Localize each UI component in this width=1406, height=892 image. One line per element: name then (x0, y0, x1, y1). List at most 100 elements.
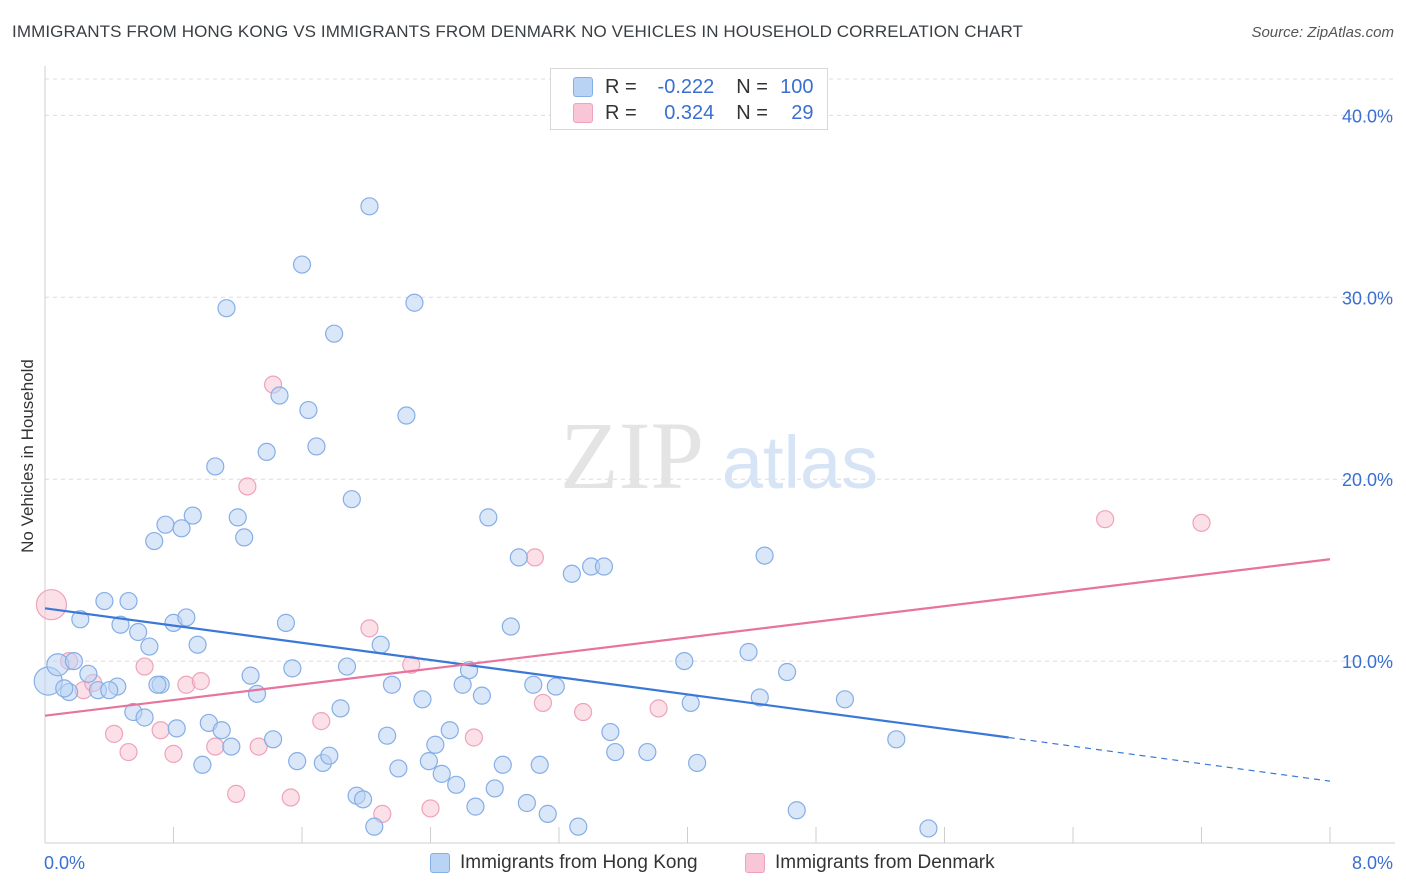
hong-kong-point (787, 801, 806, 820)
hong-kong-point (750, 688, 769, 707)
correlation-legend: R = -0.222 N = 100 R = 0.324 N = 29 (550, 68, 828, 130)
hong-kong-point (276, 613, 296, 632)
denmark-point (119, 742, 138, 762)
hong-kong-point (353, 790, 373, 809)
hong-kong-point (517, 793, 536, 813)
hong-kong-point (342, 490, 361, 509)
hong-kong-point (413, 690, 432, 709)
hong-kong-point (217, 299, 236, 318)
hong-kong-point (562, 564, 581, 583)
hong-kong-point (177, 608, 196, 627)
hong-kong-point (378, 726, 397, 745)
hong-kong-point (594, 557, 614, 576)
bottom-legend-label: Immigrants from Hong Kong (460, 852, 698, 873)
denmark-point (360, 619, 379, 638)
hong-kong-point (538, 804, 557, 823)
legend-r-value: -0.222 (657, 75, 715, 98)
denmark-point (135, 657, 154, 676)
legend-row-denmark: R = 0.324 N = 29 (573, 101, 814, 125)
grid-lines (45, 78, 1395, 662)
hong-kong-point (739, 642, 758, 662)
denmark-point (533, 693, 553, 713)
hong-kong-point (440, 721, 459, 740)
y-axis-label: No Vehicles in Household (18, 359, 37, 553)
denmark-point (104, 724, 124, 743)
hong-kong-point (365, 817, 384, 836)
hong-kong-point (156, 515, 175, 534)
axes (44, 66, 1395, 844)
hong-kong-point (167, 719, 186, 738)
denmark-point (1192, 513, 1211, 532)
legend-r-label: R = (605, 75, 637, 98)
legend-swatch-blue (573, 77, 593, 97)
denmark-point (402, 655, 421, 674)
legend-n-value: 100 (780, 75, 814, 98)
y-tick-label: 40.0% (1342, 106, 1393, 126)
hong-kong-point (288, 752, 307, 771)
hong-kong-point (299, 400, 318, 420)
denmark-point (35, 589, 68, 621)
hong-kong-point (675, 651, 694, 671)
hong-kong-point (129, 622, 148, 642)
hong-kong-points (33, 197, 938, 838)
hong-kong-point (325, 324, 344, 343)
source-label: Source: ZipAtlas.com (1251, 24, 1394, 41)
hong-kong-point (257, 442, 276, 462)
legend-swatch-pink (573, 103, 593, 123)
denmark-point (421, 799, 440, 818)
hong-kong-point (172, 519, 191, 538)
denmark-point (1096, 510, 1115, 529)
hong-kong-point (100, 681, 119, 700)
hong-kong-point (681, 693, 700, 713)
hong-kong-point (546, 677, 565, 696)
hong-kong-point (479, 508, 498, 527)
hong-kong-point (148, 675, 167, 694)
denmark-point (281, 788, 300, 807)
legend-row-hong-kong: R = -0.222 N = 100 (573, 75, 814, 99)
hong-kong-point (135, 708, 154, 727)
hong-kong-point (145, 531, 164, 551)
legend-r-label: R = (605, 101, 637, 124)
denmark-point (151, 721, 170, 740)
hong-kong-point (419, 752, 438, 771)
legend-n-label: N = (736, 75, 768, 98)
hong-kong-point (606, 742, 625, 762)
hong-kong-point (247, 684, 267, 703)
denmark-point (164, 744, 183, 763)
hong-kong-point (228, 508, 247, 527)
hong-kong-point (263, 730, 283, 749)
hong-kong-point (777, 662, 797, 682)
hong-kong-point (55, 679, 74, 698)
hong-kong-point (119, 591, 138, 611)
hong-kong-point (212, 721, 231, 740)
trend-lines (44, 558, 1331, 782)
hong-kong-point (371, 635, 390, 654)
hong-kong-point (64, 651, 84, 671)
hong-kong-point (193, 755, 212, 774)
denmark-point (464, 728, 483, 747)
denmark-point (238, 477, 257, 496)
y-tick-label: 30.0% (1342, 288, 1393, 308)
hong-kong-point (111, 615, 130, 634)
legend-n-value: 29 (791, 101, 814, 124)
denmark-trend-line (44, 558, 1331, 717)
hong-kong-point (447, 775, 466, 794)
hong-kong-point (638, 742, 657, 762)
watermark-zip: ZIP (560, 402, 704, 509)
hong-kong-point (835, 690, 855, 709)
hong-kong-point (509, 548, 528, 567)
denmark-point (249, 737, 268, 756)
hong-kong-point (530, 755, 549, 774)
hong-kong-point (320, 746, 339, 765)
hong-kong-point (485, 779, 504, 798)
hong-kong-point (337, 657, 357, 676)
denmark-point (191, 672, 210, 691)
denmark-point (649, 699, 668, 718)
hong-kong-point (71, 610, 90, 629)
denmark-point (206, 737, 225, 756)
hong-kong-point (493, 755, 512, 774)
denmark-point (227, 784, 246, 803)
denmark-point (573, 702, 593, 722)
hong-kong-point (235, 528, 254, 547)
hong-kong-point (389, 759, 408, 778)
